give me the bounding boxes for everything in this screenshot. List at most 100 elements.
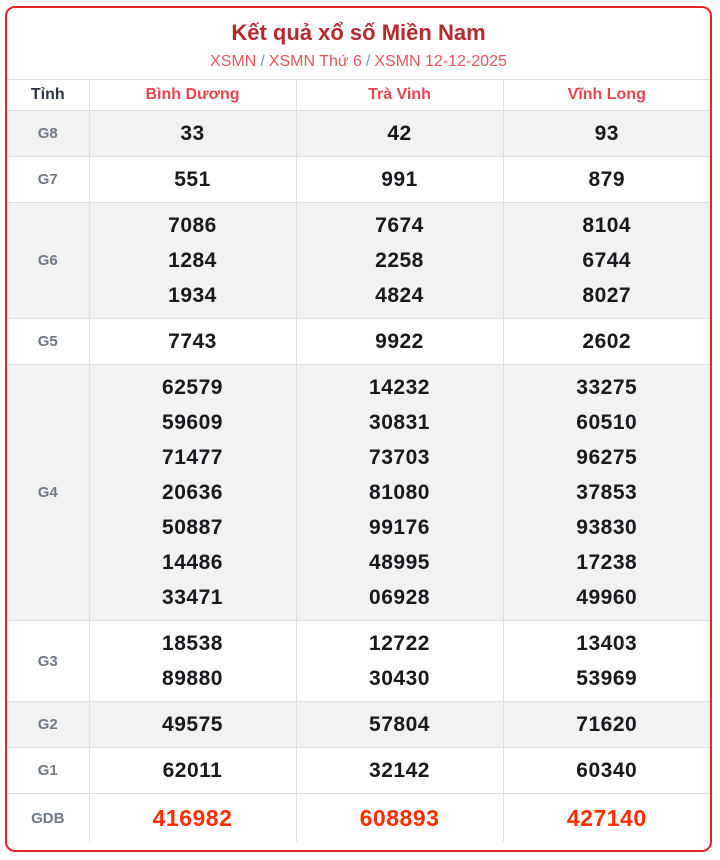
result-number: 551 [174,168,211,191]
result-number: 9922 [375,330,424,353]
prize-label: G7 [37,171,58,188]
result-cell: 7086 1284 1934 [88,202,296,319]
result-number: 416982 [152,805,233,831]
prize-label: G6 [37,252,58,269]
prize-label: G1 [37,762,58,779]
result-number: 12722 [369,632,430,655]
result-number: 4824 [375,284,424,307]
result-number: 73703 [369,446,430,469]
province-header-vinh-long[interactable]: Vĩnh Long [502,79,710,111]
result-number: 7743 [168,330,217,353]
result-number: 20636 [162,481,223,504]
result-number: 14232 [369,376,430,399]
breadcrumb-separator: / [365,53,371,70]
breadcrumb-separator: / [260,53,265,70]
breadcrumb: XSMN / XSMN Thứ 6/XSMN 12-12-2025 [7,53,710,71]
result-cell: 93 [502,110,710,157]
result-number: 33275 [576,376,638,399]
page-title: Kết quả xổ số Miền Nam [231,20,486,45]
table-row: G1 62011 32142 60340 [7,747,710,794]
prize-label: G4 [37,484,58,501]
table-row: GDB 416982 608893 427140 [7,793,710,842]
result-cell: 49575 [88,701,296,748]
prize-label: G2 [37,716,58,733]
result-number: 89880 [162,667,223,690]
result-cell: 60340 [502,747,710,794]
result-cell: 12722 30430 [295,620,503,702]
result-number: 57804 [369,713,430,736]
table-row: G8 33 42 93 [7,110,710,157]
result-number: 99176 [369,516,430,539]
result-number: 608893 [359,805,440,831]
result-cell: 7674 2258 4824 [295,202,503,319]
corner-header-tinh: Tỉnh [30,86,65,103]
prize-label: G3 [37,652,58,670]
result-number: 30831 [369,411,430,434]
breadcrumb-link-xsmn-date[interactable]: XSMN 12-12-2025 [374,53,507,70]
lottery-results-card: Kết quả xổ số Miền Nam XSMN / XSMN Thứ 6/X… [5,6,712,852]
result-cell: 9922 [295,318,503,365]
result-cell: 608893 [295,793,503,842]
result-number: 13403 [576,632,638,655]
prize-label: GDB [31,809,65,827]
result-cell: 416982 [88,793,296,842]
result-number: 2602 [582,330,632,353]
result-cell: 62579 59609 71477 20636 50887 14486 33471 [88,364,296,621]
result-number: 93830 [576,516,638,539]
result-number: 6744 [582,249,632,272]
result-cell: 33275 60510 96275 37853 93830 17238 49960 [502,364,710,621]
result-number: 48995 [369,551,430,574]
result-number: 93 [594,122,619,145]
province-header-tra-vinh[interactable]: Trà Vinh [295,79,503,111]
result-number: 42 [387,122,412,145]
result-cell: 57804 [295,701,503,748]
result-number: 62011 [162,759,223,782]
table-row: G3 18538 89880 12722 30430 13403 53969 [7,620,710,702]
result-number: 8027 [582,284,632,307]
province-header-binh-duong[interactable]: Bình Dương [88,79,296,111]
result-cell: 62011 [88,747,296,794]
result-number: 879 [588,168,626,191]
result-number: 7086 [168,214,217,237]
result-number: 71477 [162,446,223,469]
result-number: 53969 [576,667,638,690]
result-number: 17238 [576,551,638,574]
result-number: 991 [381,168,418,191]
result-number: 1284 [168,249,217,272]
card-header: Kết quả xổ số Miền Nam XSMN / XSMN Thứ 6/X… [7,8,710,79]
table-row: G7 551 991 879 [7,156,710,203]
result-cell: 42 [295,110,503,157]
table-header-row: Tỉnh Bình Dương Trà Vinh Vĩnh Long [7,79,710,111]
result-number: 7674 [375,214,424,237]
table-row: G5 7743 9922 2602 [7,318,710,365]
result-number: 50887 [162,516,223,539]
result-number: 33471 [162,586,223,609]
result-number: 14486 [162,551,223,574]
result-number: 32142 [369,759,430,782]
result-cell: 33 [88,110,296,157]
result-number: 59609 [162,411,223,434]
result-number: 37853 [576,481,638,504]
result-number: 33 [180,122,205,145]
result-cell: 14232 30831 73703 81080 99176 48995 06928 [295,364,503,621]
result-cell: 427140 [502,793,710,842]
result-cell: 991 [295,156,503,203]
prize-label: G5 [37,333,58,350]
result-number: 30430 [369,667,430,690]
result-number: 60510 [576,411,638,434]
result-number: 62579 [162,376,223,399]
result-cell: 71620 [502,701,710,748]
result-cell: 2602 [502,318,710,365]
breadcrumb-link-xsmn-thu-6[interactable]: XSMN Thứ 6 [268,53,362,70]
result-number: 71620 [576,713,638,736]
result-number: 8104 [582,214,632,237]
results-table: Tỉnh Bình Dương Trà Vinh Vĩnh Long G8 33 4… [7,79,710,842]
result-number: 49960 [576,586,638,609]
prize-label: G8 [37,125,58,142]
result-number: 49575 [162,713,223,736]
breadcrumb-link-xsmn[interactable]: XSMN [210,53,257,70]
result-cell: 879 [502,156,710,203]
result-number: 427140 [566,805,647,831]
result-cell: 8104 6744 8027 [502,202,710,319]
result-number: 96275 [576,446,638,469]
